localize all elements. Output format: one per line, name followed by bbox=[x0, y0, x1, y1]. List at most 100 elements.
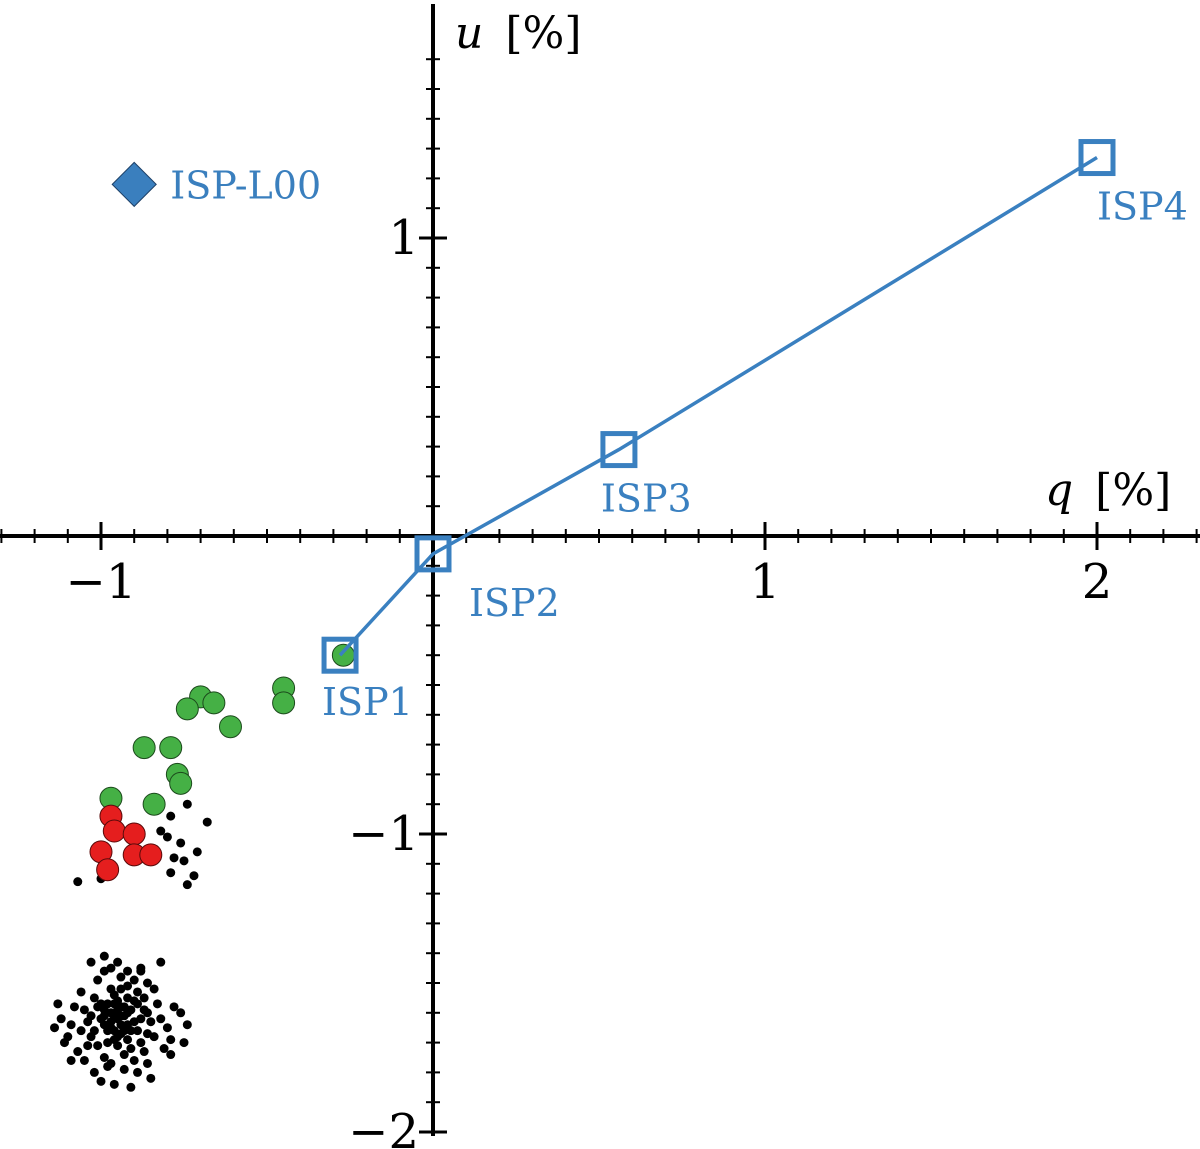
black-point bbox=[83, 1041, 93, 1051]
black-point bbox=[53, 999, 63, 1009]
green-point bbox=[218, 715, 242, 739]
black-point bbox=[136, 963, 146, 973]
green-point bbox=[132, 736, 156, 760]
black-point bbox=[182, 799, 192, 809]
black-point bbox=[166, 868, 176, 878]
black-point bbox=[106, 1058, 116, 1068]
isp-square bbox=[600, 431, 638, 469]
black-point bbox=[126, 1082, 136, 1092]
black-point bbox=[169, 1002, 179, 1012]
black-point bbox=[169, 853, 179, 863]
black-point bbox=[126, 1044, 136, 1054]
black-point bbox=[86, 1011, 96, 1021]
black-point bbox=[86, 957, 96, 967]
y-tick-label: −1 bbox=[348, 806, 419, 862]
black-point bbox=[113, 1041, 123, 1051]
isp-square bbox=[414, 535, 452, 573]
x-axis-label: q [%] bbox=[1045, 465, 1171, 516]
black-point bbox=[133, 1026, 143, 1036]
isp-square bbox=[321, 636, 359, 674]
black-point bbox=[149, 1032, 159, 1042]
black-point bbox=[96, 1076, 106, 1086]
y-tick-label: 1 bbox=[388, 210, 419, 266]
black-point bbox=[89, 1067, 99, 1077]
axis-labels: u [%] q [%] bbox=[455, 8, 1171, 516]
black-point bbox=[126, 1005, 136, 1015]
black-point bbox=[123, 993, 133, 1003]
black-point bbox=[93, 1041, 103, 1051]
black-point bbox=[182, 1020, 192, 1030]
black-point bbox=[192, 847, 202, 857]
black-point bbox=[93, 975, 103, 985]
black-point bbox=[139, 1047, 149, 1057]
black-point bbox=[139, 993, 149, 1003]
black-point bbox=[136, 1038, 146, 1048]
black-point bbox=[156, 957, 166, 967]
black-point bbox=[116, 984, 126, 994]
black-point bbox=[123, 1020, 133, 1030]
black-point bbox=[162, 1023, 172, 1033]
data-series bbox=[50, 643, 355, 1092]
black-point bbox=[116, 1002, 126, 1012]
black-point bbox=[156, 826, 166, 836]
green-point bbox=[202, 691, 226, 715]
black-point bbox=[79, 1055, 89, 1065]
black-point bbox=[119, 1064, 129, 1074]
axes: −1 1 2 1 −1 −2 bbox=[0, 4, 1200, 1149]
black-point bbox=[116, 1029, 126, 1039]
black-point bbox=[73, 1047, 83, 1057]
x-tick-label: −1 bbox=[66, 554, 137, 610]
black-point bbox=[113, 957, 123, 967]
black-point bbox=[119, 1050, 129, 1060]
x-tick-label: 1 bbox=[750, 554, 781, 610]
isp-point-label: ISP2 bbox=[469, 581, 560, 625]
black-point bbox=[116, 972, 126, 982]
black-point bbox=[123, 966, 133, 976]
black-point bbox=[133, 999, 143, 1009]
black-point bbox=[176, 1008, 186, 1018]
black-point bbox=[152, 999, 162, 1009]
black-point bbox=[106, 1023, 116, 1033]
red-point bbox=[102, 819, 126, 843]
isp-line-group: ISP1 ISP2 ISP3 ISP4 ISP-L00 bbox=[111, 139, 1188, 724]
black-point bbox=[76, 987, 86, 997]
green-point bbox=[272, 691, 296, 715]
black-point bbox=[162, 832, 172, 842]
red-point bbox=[96, 858, 120, 882]
black-point bbox=[59, 1038, 69, 1048]
black-point bbox=[99, 1053, 109, 1062]
isp-l00-diamond bbox=[111, 161, 157, 208]
black-point bbox=[69, 1002, 79, 1012]
black-point bbox=[182, 880, 192, 890]
black-point bbox=[166, 1035, 176, 1045]
black-point bbox=[142, 1008, 152, 1018]
isp-point-label: ISP3 bbox=[601, 477, 692, 521]
black-point bbox=[50, 1023, 60, 1033]
black-point bbox=[99, 951, 109, 961]
red-point bbox=[122, 822, 146, 846]
black-point bbox=[142, 978, 152, 988]
black-point bbox=[99, 966, 109, 976]
x-tick-label: 2 bbox=[1082, 554, 1113, 610]
black-point bbox=[133, 987, 143, 997]
isp-square bbox=[1078, 139, 1116, 177]
black-point bbox=[89, 993, 99, 1003]
y-axis-unit: [%] bbox=[505, 8, 581, 59]
black-point bbox=[146, 1017, 156, 1027]
black-point bbox=[156, 1014, 166, 1024]
black-point bbox=[179, 856, 189, 866]
green-point bbox=[169, 771, 193, 795]
black-point bbox=[73, 877, 83, 887]
black-point bbox=[66, 1020, 76, 1030]
black-point bbox=[142, 1058, 152, 1068]
black-point bbox=[129, 1055, 139, 1065]
black-point bbox=[179, 1038, 189, 1048]
black-point bbox=[202, 817, 212, 827]
black-point bbox=[119, 1011, 129, 1021]
isp-point-label: ISP1 bbox=[322, 680, 413, 724]
x-axis-unit: [%] bbox=[1095, 465, 1171, 516]
black-point bbox=[149, 984, 159, 994]
y-axis-label: u [%] bbox=[455, 8, 581, 59]
black-point bbox=[189, 871, 199, 881]
